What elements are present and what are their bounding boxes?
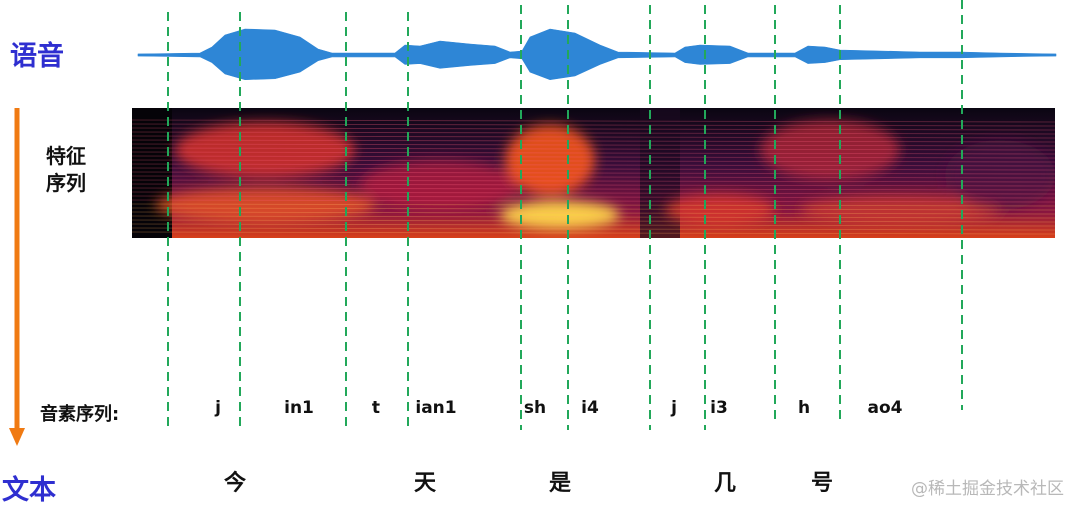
feature-spectrogram — [132, 108, 1055, 238]
phoneme: t — [371, 398, 381, 418]
process-arrow — [9, 108, 25, 446]
text-label: 文本 — [2, 475, 56, 506]
phoneme: sh — [523, 398, 547, 418]
phoneme: j — [215, 398, 221, 418]
character: 是 — [548, 471, 572, 496]
watermark: @稀土掘金技术社区 — [911, 479, 1064, 499]
phoneme: ian1 — [415, 398, 457, 418]
phoneme: h — [797, 398, 811, 418]
features-label-line1: 特征 — [46, 144, 86, 168]
character: 天 — [413, 471, 437, 496]
character: 今 — [223, 471, 247, 496]
phoneme: in1 — [284, 398, 314, 418]
speech-label: 语音 — [10, 41, 64, 72]
phoneme: j — [671, 398, 677, 418]
features-label-line2: 序列 — [46, 171, 86, 195]
phoneme: i4 — [581, 398, 599, 418]
character: 号 — [810, 471, 834, 496]
character: 几 — [713, 471, 737, 496]
alignment-dividers — [167, 0, 963, 430]
phoneme: i3 — [710, 398, 728, 418]
speech-waveform — [137, 28, 1057, 81]
phonemes-label: 音素序列: — [40, 404, 120, 425]
phoneme: ao4 — [867, 398, 903, 418]
